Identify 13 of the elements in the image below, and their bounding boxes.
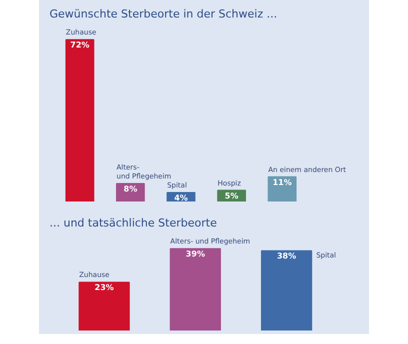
bar bbox=[268, 176, 297, 202]
chart-title: ... und tatsächliche Sterbeorte bbox=[50, 216, 218, 230]
data-label: 39% bbox=[186, 250, 205, 259]
data-label: 23% bbox=[94, 283, 114, 292]
data-label: 5% bbox=[224, 191, 238, 200]
data-label: 38% bbox=[276, 252, 296, 261]
data-label: 72% bbox=[70, 40, 90, 50]
bar bbox=[116, 183, 145, 202]
chart-title: Gewünschte Sterbeorte in der Schweiz ... bbox=[50, 8, 278, 20]
data-label: 8% bbox=[124, 184, 138, 194]
data-label: 11% bbox=[272, 178, 292, 187]
data-label: 4% bbox=[174, 194, 188, 203]
bar bbox=[65, 39, 94, 202]
